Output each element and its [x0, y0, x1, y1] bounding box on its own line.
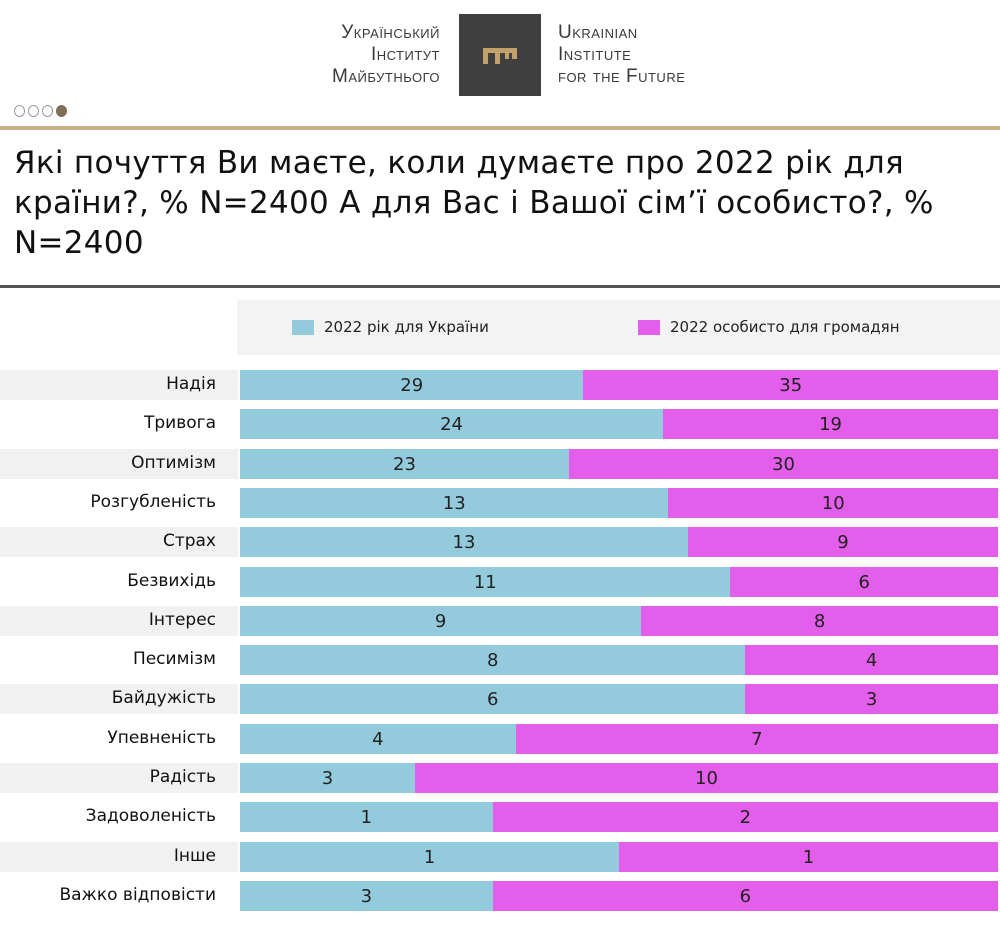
chart-row: Радість 3 10 — [0, 763, 1000, 793]
bar-personal: 8 — [641, 605, 998, 636]
chart-row: Інтерес 9 8 — [0, 605, 1000, 636]
bar-personal: 35 — [583, 370, 998, 400]
slide-dot-3[interactable] — [42, 105, 53, 117]
bar-country: 3 — [240, 880, 493, 911]
bar-country: 1 — [240, 802, 493, 833]
bar-country: 3 — [240, 763, 415, 793]
chart-row: Страх 13 9 — [0, 527, 1000, 558]
category-label: Страх — [0, 527, 238, 558]
chart-row: Важко відповісти 3 6 — [0, 880, 1000, 911]
category-label: Інтерес — [0, 605, 238, 636]
legend-swatch-country — [292, 319, 314, 335]
bar-personal: 10 — [414, 763, 998, 793]
category-label: Упевненість — [107, 727, 216, 748]
chart-row: Безвихідь 11 6 — [0, 566, 1000, 597]
bar-country: 6 — [240, 684, 746, 715]
header-divider — [0, 126, 1000, 130]
bar-country: 24 — [240, 409, 664, 440]
chart-row: Песимізм 8 4 — [0, 645, 1000, 676]
bar-personal: 19 — [663, 409, 998, 440]
bar-country: 29 — [240, 370, 584, 400]
bar-country: 11 — [240, 566, 731, 597]
bar-country: 8 — [240, 645, 746, 676]
legend-item-personal: 2022 особисто для громадян — [638, 318, 900, 336]
slide-dot-1[interactable] — [14, 105, 25, 117]
category-label: Тривога — [144, 413, 216, 434]
category-label: Безвихідь — [127, 570, 216, 591]
category-label: Оптимізм — [0, 448, 238, 479]
legend-item-country: 2022 рік для України — [292, 318, 489, 336]
logo-text-en: Ukrainian Institute for the Future — [558, 22, 686, 87]
slide-dot-2[interactable] — [28, 105, 39, 117]
legend-swatch-personal — [638, 319, 660, 335]
institute-logo: Український Інститут Майбутнього Ukrainian… — [0, 14, 1000, 96]
bar-personal: 6 — [730, 566, 998, 597]
bar-personal: 7 — [515, 723, 998, 754]
logo-text-ua: Український Інститут Майбутнього — [332, 22, 440, 87]
chart-row: Байдужість 6 3 — [0, 684, 1000, 715]
chart-row: Оптимізм 23 30 — [0, 448, 1000, 479]
bar-personal: 10 — [668, 487, 998, 518]
bar-country: 9 — [240, 605, 642, 636]
category-label: Песимізм — [132, 649, 216, 670]
chart-row: Упевненість 4 7 — [0, 723, 1000, 754]
legend: 2022 рік для України 2022 особисто для г… — [237, 300, 1000, 355]
chart-row: Розгубленість 13 10 — [0, 487, 1000, 518]
chart-row: Надія 29 35 — [0, 370, 1000, 400]
key-logo-icon — [459, 14, 541, 96]
chart-row: Інше 1 1 — [0, 841, 1000, 872]
category-label: Радість — [0, 763, 238, 793]
chart-title: Які почуття Ви маєте, коли думаєте про 2… — [14, 145, 934, 261]
bar-country: 23 — [240, 448, 569, 479]
slide-dots — [14, 105, 67, 117]
bar-personal: 30 — [568, 448, 998, 479]
bar-personal: 3 — [745, 684, 998, 715]
bar-personal: 1 — [619, 841, 998, 872]
bar-country: 4 — [240, 723, 516, 754]
bar-personal: 6 — [492, 880, 998, 911]
category-label: Задоволеність — [85, 806, 216, 827]
category-label: Важко відповісти — [59, 884, 216, 905]
bar-personal: 9 — [687, 527, 998, 558]
chart-row: Задоволеність 1 2 — [0, 802, 1000, 833]
category-label: Розгубленість — [90, 491, 216, 512]
slide-dot-4-active[interactable] — [56, 105, 67, 117]
chart-row: Тривога 24 19 — [0, 409, 1000, 440]
category-label: Інше — [0, 841, 238, 872]
title-divider — [0, 285, 1000, 288]
legend-label: 2022 особисто для громадян — [670, 318, 900, 336]
bar-country: 1 — [240, 841, 619, 872]
category-label: Надія — [0, 370, 238, 400]
bar-country: 13 — [240, 487, 669, 518]
bar-personal: 2 — [492, 802, 998, 833]
legend-label: 2022 рік для України — [324, 318, 489, 336]
bar-country: 13 — [240, 527, 688, 558]
category-label: Байдужість — [0, 684, 238, 715]
bar-personal: 4 — [745, 645, 998, 676]
